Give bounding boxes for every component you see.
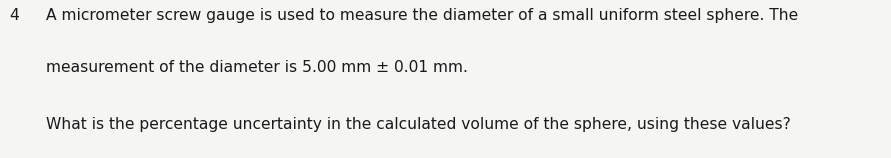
Text: measurement of the diameter is 5.00 mm ± 0.01 mm.: measurement of the diameter is 5.00 mm ±… — [46, 60, 468, 75]
Text: What is the percentage uncertainty in the calculated volume of the sphere, using: What is the percentage uncertainty in th… — [46, 117, 791, 132]
Text: A micrometer screw gauge is used to measure the diameter of a small uniform stee: A micrometer screw gauge is used to meas… — [46, 8, 798, 23]
Text: 4: 4 — [9, 8, 19, 23]
